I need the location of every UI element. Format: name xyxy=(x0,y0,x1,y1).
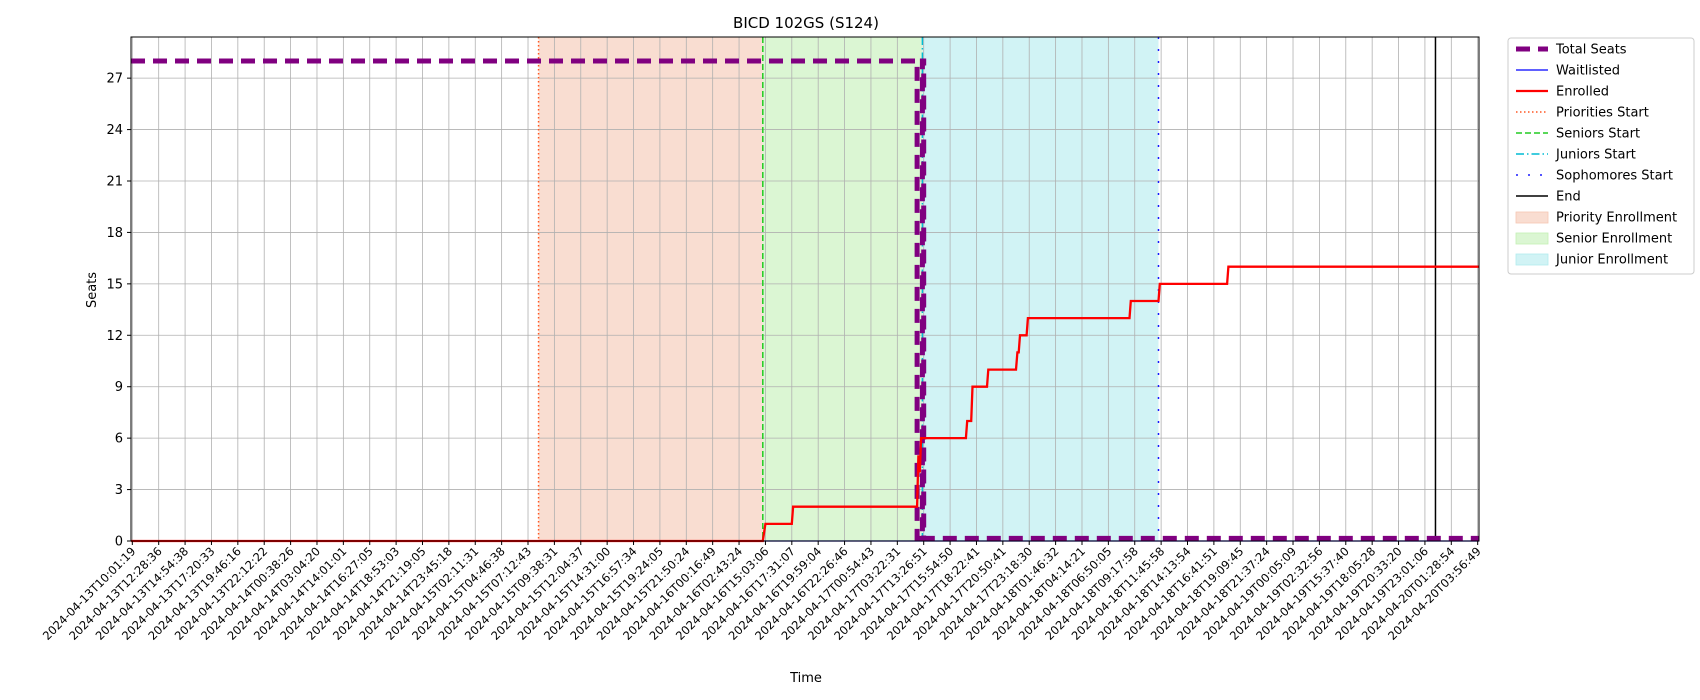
span-senior-enrollment xyxy=(762,37,923,541)
y-tick-label: 3 xyxy=(115,483,123,498)
y-tick-label: 21 xyxy=(106,175,123,190)
y-tick-label: 15 xyxy=(106,277,123,292)
y-tick-label: 18 xyxy=(106,226,123,241)
legend-label: End xyxy=(1556,190,1581,205)
legend-label: Priority Enrollment xyxy=(1556,211,1677,226)
span-priority-enrollment xyxy=(538,37,763,541)
y-axis-label: Seats xyxy=(85,272,100,308)
y-tick-label: 9 xyxy=(115,380,123,395)
legend-label: Waitlisted xyxy=(1556,64,1620,79)
legend-label: Seniors Start xyxy=(1556,127,1640,142)
span-junior-enrollment xyxy=(922,37,1159,541)
plot-area: 03691215182124272024-04-13T10:01:192024-… xyxy=(40,36,1484,643)
y-tick-label: 24 xyxy=(106,123,123,138)
legend-label: Priorities Start xyxy=(1556,106,1649,121)
legend-label: Total Seats xyxy=(1555,43,1627,58)
legend: Total Seats Waitlisted Enrolled Priorities … xyxy=(1507,37,1695,275)
legend-label: Junior Enrollment xyxy=(1555,253,1668,268)
legend-label: Enrolled xyxy=(1556,85,1609,100)
legend-label: Sophomores Start xyxy=(1556,169,1673,184)
y-tick-label: 12 xyxy=(106,329,123,344)
legend-swatch-senior-enrollment xyxy=(1515,232,1549,245)
plot-frame xyxy=(130,36,1480,542)
x-axis-label: Time xyxy=(789,671,822,686)
legend-label: Juniors Start xyxy=(1555,148,1636,163)
legend-label: Senior Enrollment xyxy=(1556,232,1672,247)
y-tick-label: 27 xyxy=(106,72,123,87)
series-line-enrolled xyxy=(131,265,1479,543)
legend-swatch-junior-enrollment xyxy=(1515,253,1549,266)
legend-swatch-priority-enrollment xyxy=(1515,211,1549,224)
y-tick-label: 6 xyxy=(115,432,123,447)
chart-title: BICD 102GS (S124) xyxy=(733,14,879,32)
series-line-total-seats xyxy=(131,58,1479,541)
y-tick-label: 0 xyxy=(115,535,123,550)
legend-box xyxy=(1507,37,1695,275)
